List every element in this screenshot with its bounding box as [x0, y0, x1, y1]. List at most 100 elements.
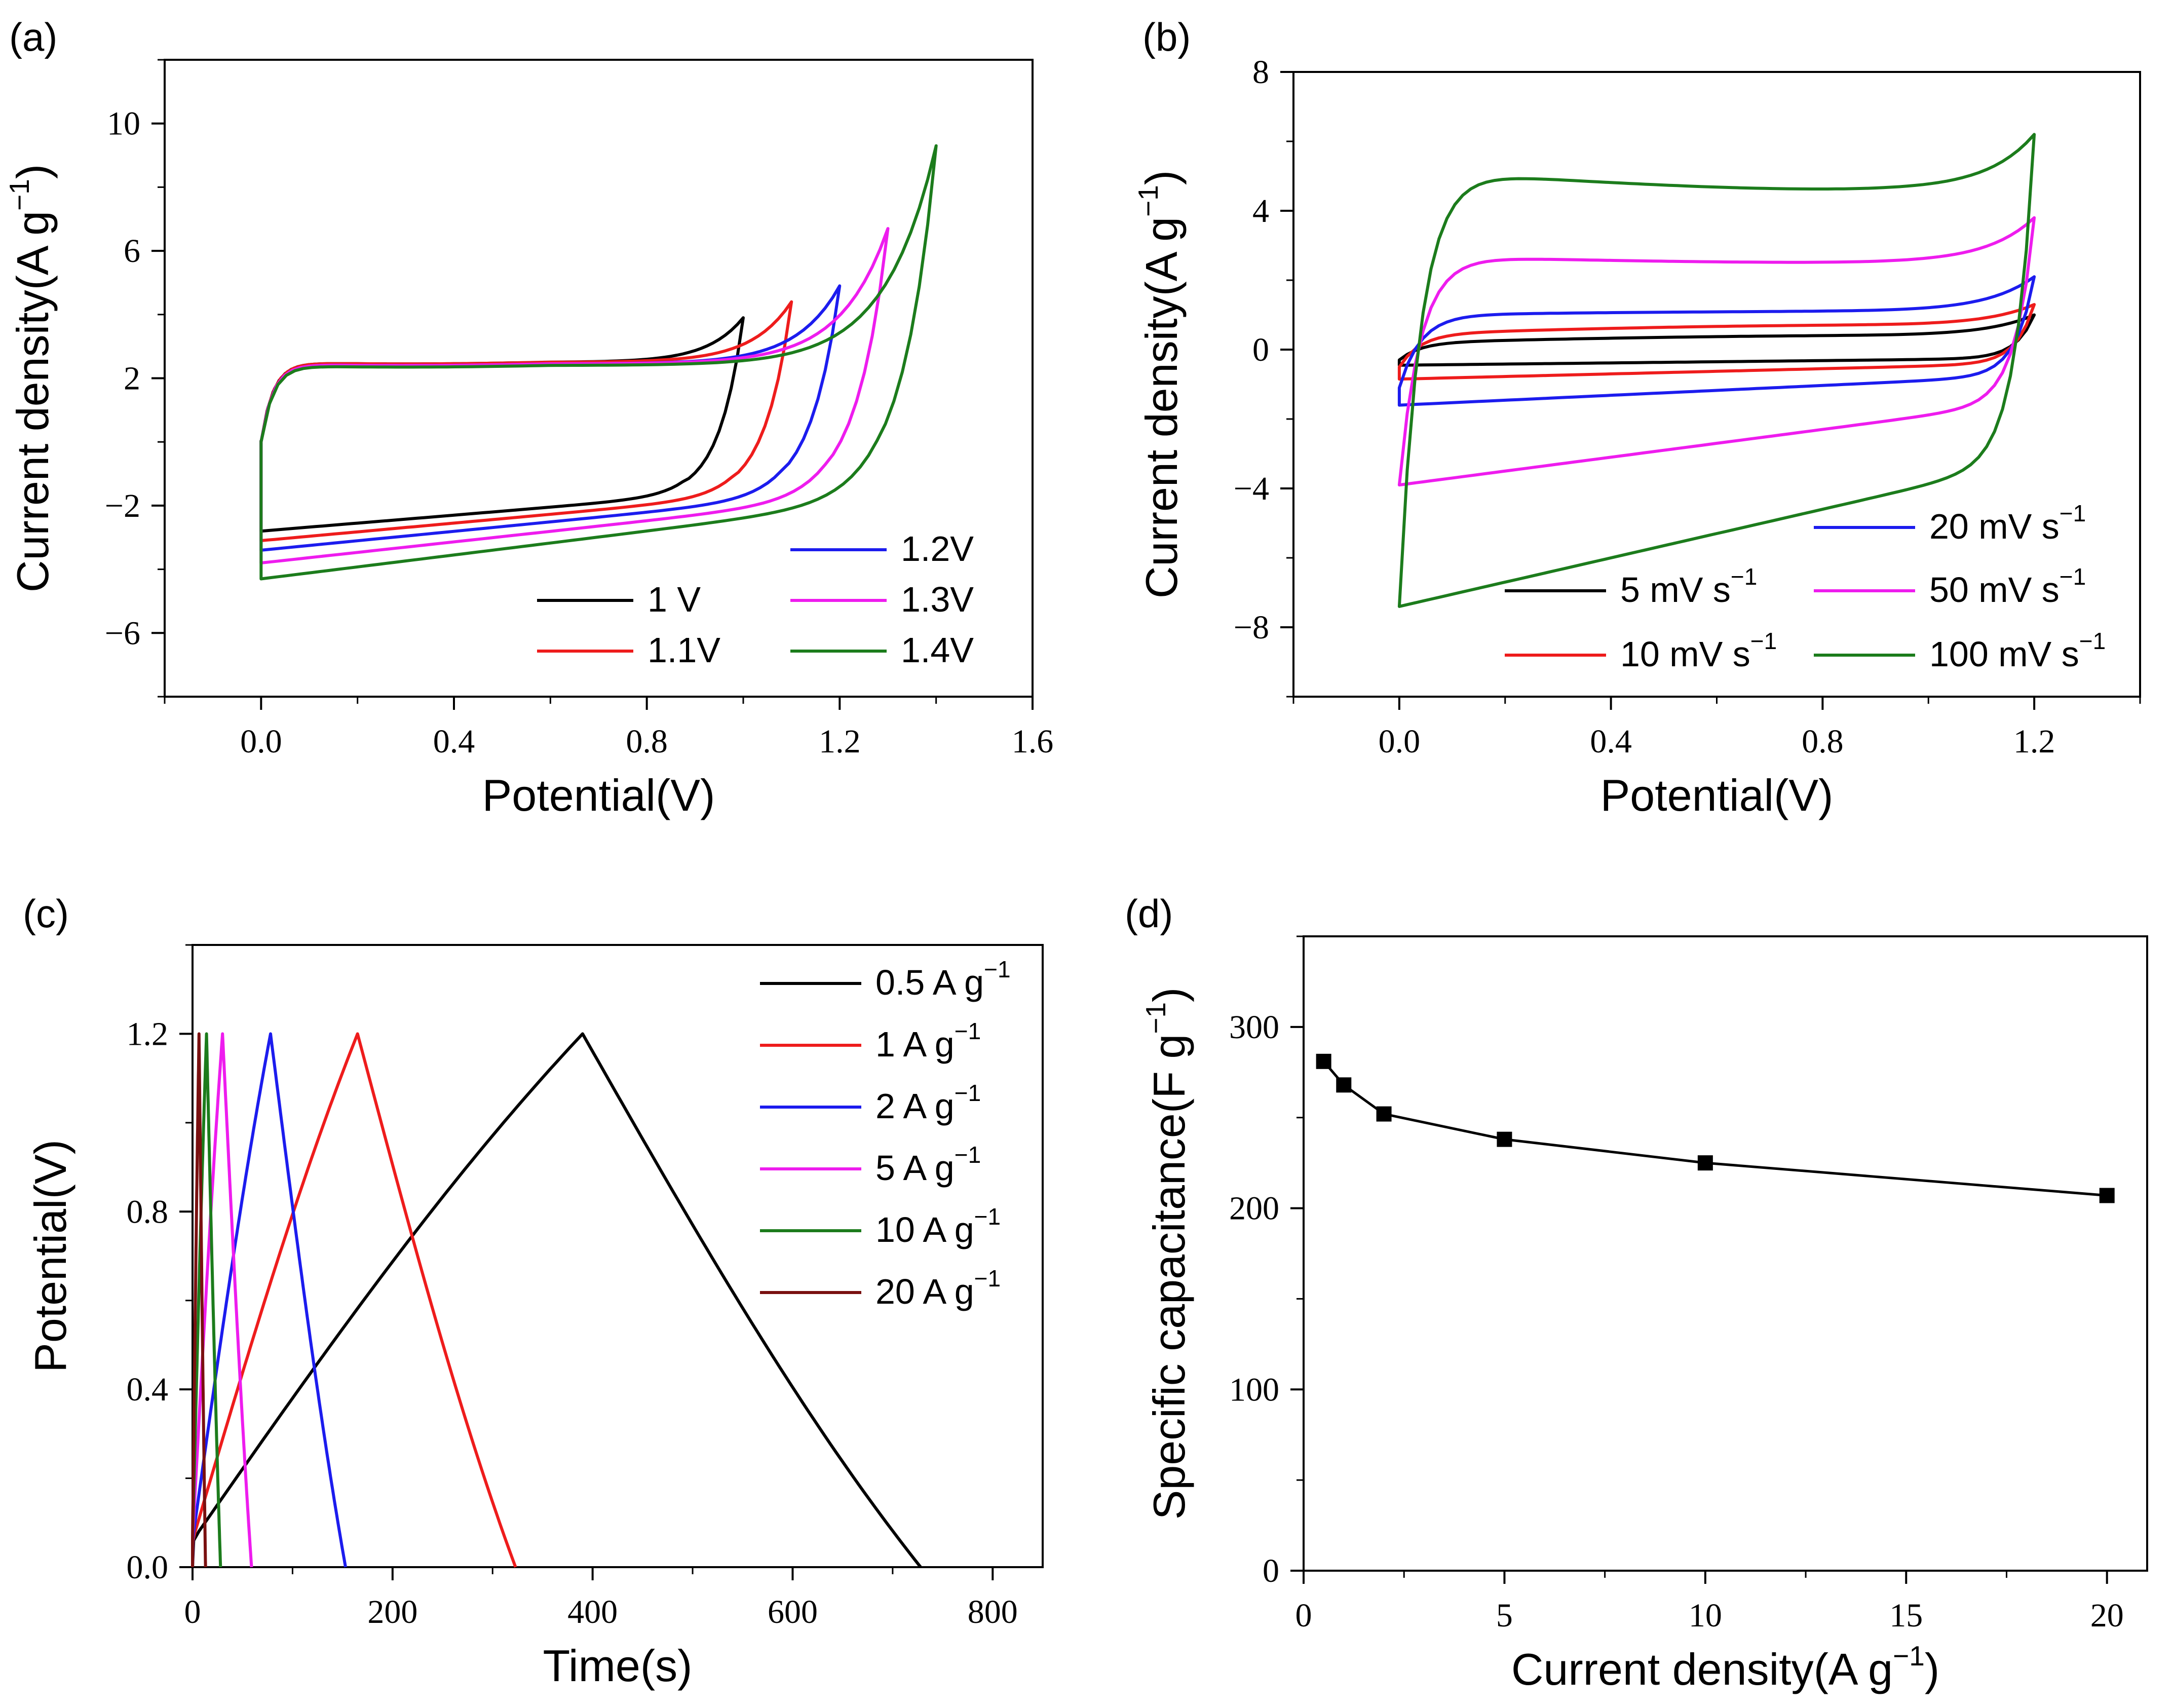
a-series-2-legend-label: 1.4V: [901, 630, 974, 670]
x-tick-label: 800: [968, 1593, 1018, 1630]
panel-label: (c): [23, 891, 69, 936]
cv-curve-11V: [259, 300, 793, 542]
y-axis-label: Specific capacitance(F g−1): [1140, 988, 1194, 1520]
y-tick-label: 0: [1252, 331, 1269, 368]
panel-c: (c) 0 200 400 600 800 0.0 0.4 0.8 1.2 Time(s) Poten…: [23, 891, 1044, 1691]
y-axis-label-sup: −1: [1132, 185, 1164, 217]
a-series-0-legend-label: 1.2V: [901, 529, 974, 568]
c-series-5-legend-sup: −1: [974, 1265, 1001, 1292]
x-tick-label: 0: [1295, 1597, 1312, 1634]
a-series-left-0-legend-label: 1 V: [647, 580, 701, 619]
y-tick-label: −8: [1234, 609, 1269, 646]
y-tick-label: 200: [1229, 1190, 1279, 1227]
c-series-3-legend-label: 5 A g−1: [875, 1142, 981, 1188]
y-axis-label-close: ): [1144, 988, 1194, 1002]
x-tick-label: 0.0: [1379, 723, 1421, 760]
b-10-legend-sup: −1: [1750, 628, 1777, 654]
x-tick-label: 1.6: [1012, 723, 1054, 760]
capacitance-point: [1316, 1053, 1331, 1069]
capacitance-point: [1336, 1077, 1352, 1093]
y-axis-label: Potential(V): [25, 1140, 75, 1373]
y-tick-label: −6: [105, 615, 140, 652]
y-tick-label: 2: [124, 360, 140, 397]
cv-curve-1V: [259, 316, 745, 533]
x-tick-label: 20: [2090, 1597, 2124, 1634]
c-series-4-legend-label: 10 A g−1: [875, 1203, 1001, 1249]
b-10-legend-label: 10 mV s−1: [1620, 628, 1777, 674]
y-tick-label: 10: [107, 105, 140, 142]
capacitance-point: [1376, 1106, 1392, 1122]
y-tick-label: 6: [124, 233, 140, 270]
cv-loop-5mVs: [1397, 313, 2036, 367]
y-tick-label: 0.0: [127, 1549, 169, 1586]
y-axis-label-sup: −1: [1140, 1002, 1171, 1034]
x-tick-label: 400: [567, 1593, 618, 1630]
legend: 20 mV s−1 50 mV s−1 100 mV s−1 5 mV s−1 10 m…: [1505, 500, 2106, 674]
panel-b: (b) 0.0 0.4 0.8 1.2 −8 −4 0 4 8 Potential(V) Curren…: [1132, 15, 2141, 820]
cv-curve-14V: [259, 144, 938, 581]
c-series-4-legend-sup: −1: [974, 1203, 1001, 1230]
x-tick-label: 15: [1889, 1597, 1923, 1634]
c-series-0-legend-label: 0.5 A g−1: [875, 956, 1011, 1002]
x-axis-label-close: ): [1925, 1644, 1939, 1694]
x-axis-label-sup: −1: [1893, 1640, 1925, 1672]
x-tick-label: 1.2: [2013, 723, 2055, 760]
y-tick-label: −4: [1234, 470, 1269, 507]
a-series-left-1-legend-label: 1.1V: [647, 630, 720, 670]
x-tick-label: 5: [1496, 1597, 1513, 1634]
y-axis-label-sup: −1: [4, 179, 35, 211]
x-tick-label: 200: [367, 1593, 417, 1630]
x-tick-label: 0: [184, 1593, 201, 1630]
capacitance-point: [2099, 1188, 2115, 1203]
y-tick-label: 300: [1229, 1009, 1279, 1046]
b-5-legend-label: 5 mV s−1: [1620, 563, 1757, 610]
y-tick-label: 1.2: [127, 1015, 169, 1052]
capacitance-point: [1497, 1131, 1512, 1147]
panel-label: (a): [9, 15, 57, 59]
b-5-legend-sup: −1: [1731, 563, 1757, 590]
cv-curve-13V: [259, 227, 890, 564]
gcd-curve-10Ag: [191, 1032, 222, 1568]
plot-frame: [192, 944, 1044, 1568]
c-series-2-legend-sup: −1: [955, 1080, 981, 1106]
c-series-0-legend-sup: −1: [984, 956, 1010, 982]
y-tick-label: −2: [105, 487, 140, 524]
capacitance-line: [1322, 1060, 2107, 1197]
cv-loop-20mVs: [1397, 275, 2036, 407]
b-100-legend-sup: −1: [2079, 628, 2106, 654]
y-tick-label: 0.4: [127, 1371, 169, 1408]
gcd-curve-2Ag: [191, 1032, 347, 1568]
x-tick-label: 0.8: [626, 723, 668, 760]
b-50-legend-label: 50 mV s−1: [1929, 563, 2086, 610]
c-series-2-legend-label: 2 A g−1: [875, 1080, 981, 1126]
legend: 0.5 A g−1 1 A g−1 2 A g−1 5 A g−1 10 A g−1 20…: [760, 956, 1011, 1311]
b-20-legend-sup: −1: [2060, 500, 2086, 526]
x-axis-label: Current density(A g−1): [1511, 1640, 1939, 1694]
cv-curve-12V: [259, 284, 842, 552]
plot-frame: [1303, 935, 2148, 1572]
y-tick-label: 4: [1252, 193, 1269, 230]
x-axis-label: Time(s): [543, 1641, 693, 1691]
y-axis-label-close: ): [1136, 170, 1187, 185]
y-tick-label: 100: [1229, 1371, 1279, 1408]
panel-a: (a) 0.0 0.4 0.8 1.2 1.6 −6 −2 2 6 10 Potential(V) Cu…: [4, 15, 1053, 820]
x-tick-label: 0.0: [240, 723, 282, 760]
c-series-1-legend-label: 1 A g−1: [875, 1018, 981, 1064]
y-tick-label: 0.8: [127, 1193, 169, 1230]
capacitance-point: [1697, 1155, 1713, 1171]
c-series-5-legend-label: 20 A g−1: [875, 1265, 1001, 1311]
x-tick-label: 0.4: [1590, 723, 1632, 760]
gcd-curve-20Ag: [191, 1032, 207, 1568]
a-series-1-legend-label: 1.3V: [901, 580, 974, 619]
x-tick-label: 0.4: [433, 723, 475, 760]
cv-loop-10mVs: [1397, 303, 2036, 381]
legend: 1.2V 1.3V 1.4V 1 V 1.1V: [537, 529, 974, 670]
y-tick-label: 8: [1252, 54, 1269, 91]
b-50-legend-sup: −1: [2060, 563, 2086, 590]
b-20-legend-label: 20 mV s−1: [1929, 500, 2086, 546]
x-tick-label: 0.8: [1802, 723, 1844, 760]
c-series-1-legend-sup: −1: [955, 1018, 981, 1044]
x-axis-label: Potential(V): [482, 770, 715, 820]
x-tick-label: 600: [768, 1593, 818, 1630]
